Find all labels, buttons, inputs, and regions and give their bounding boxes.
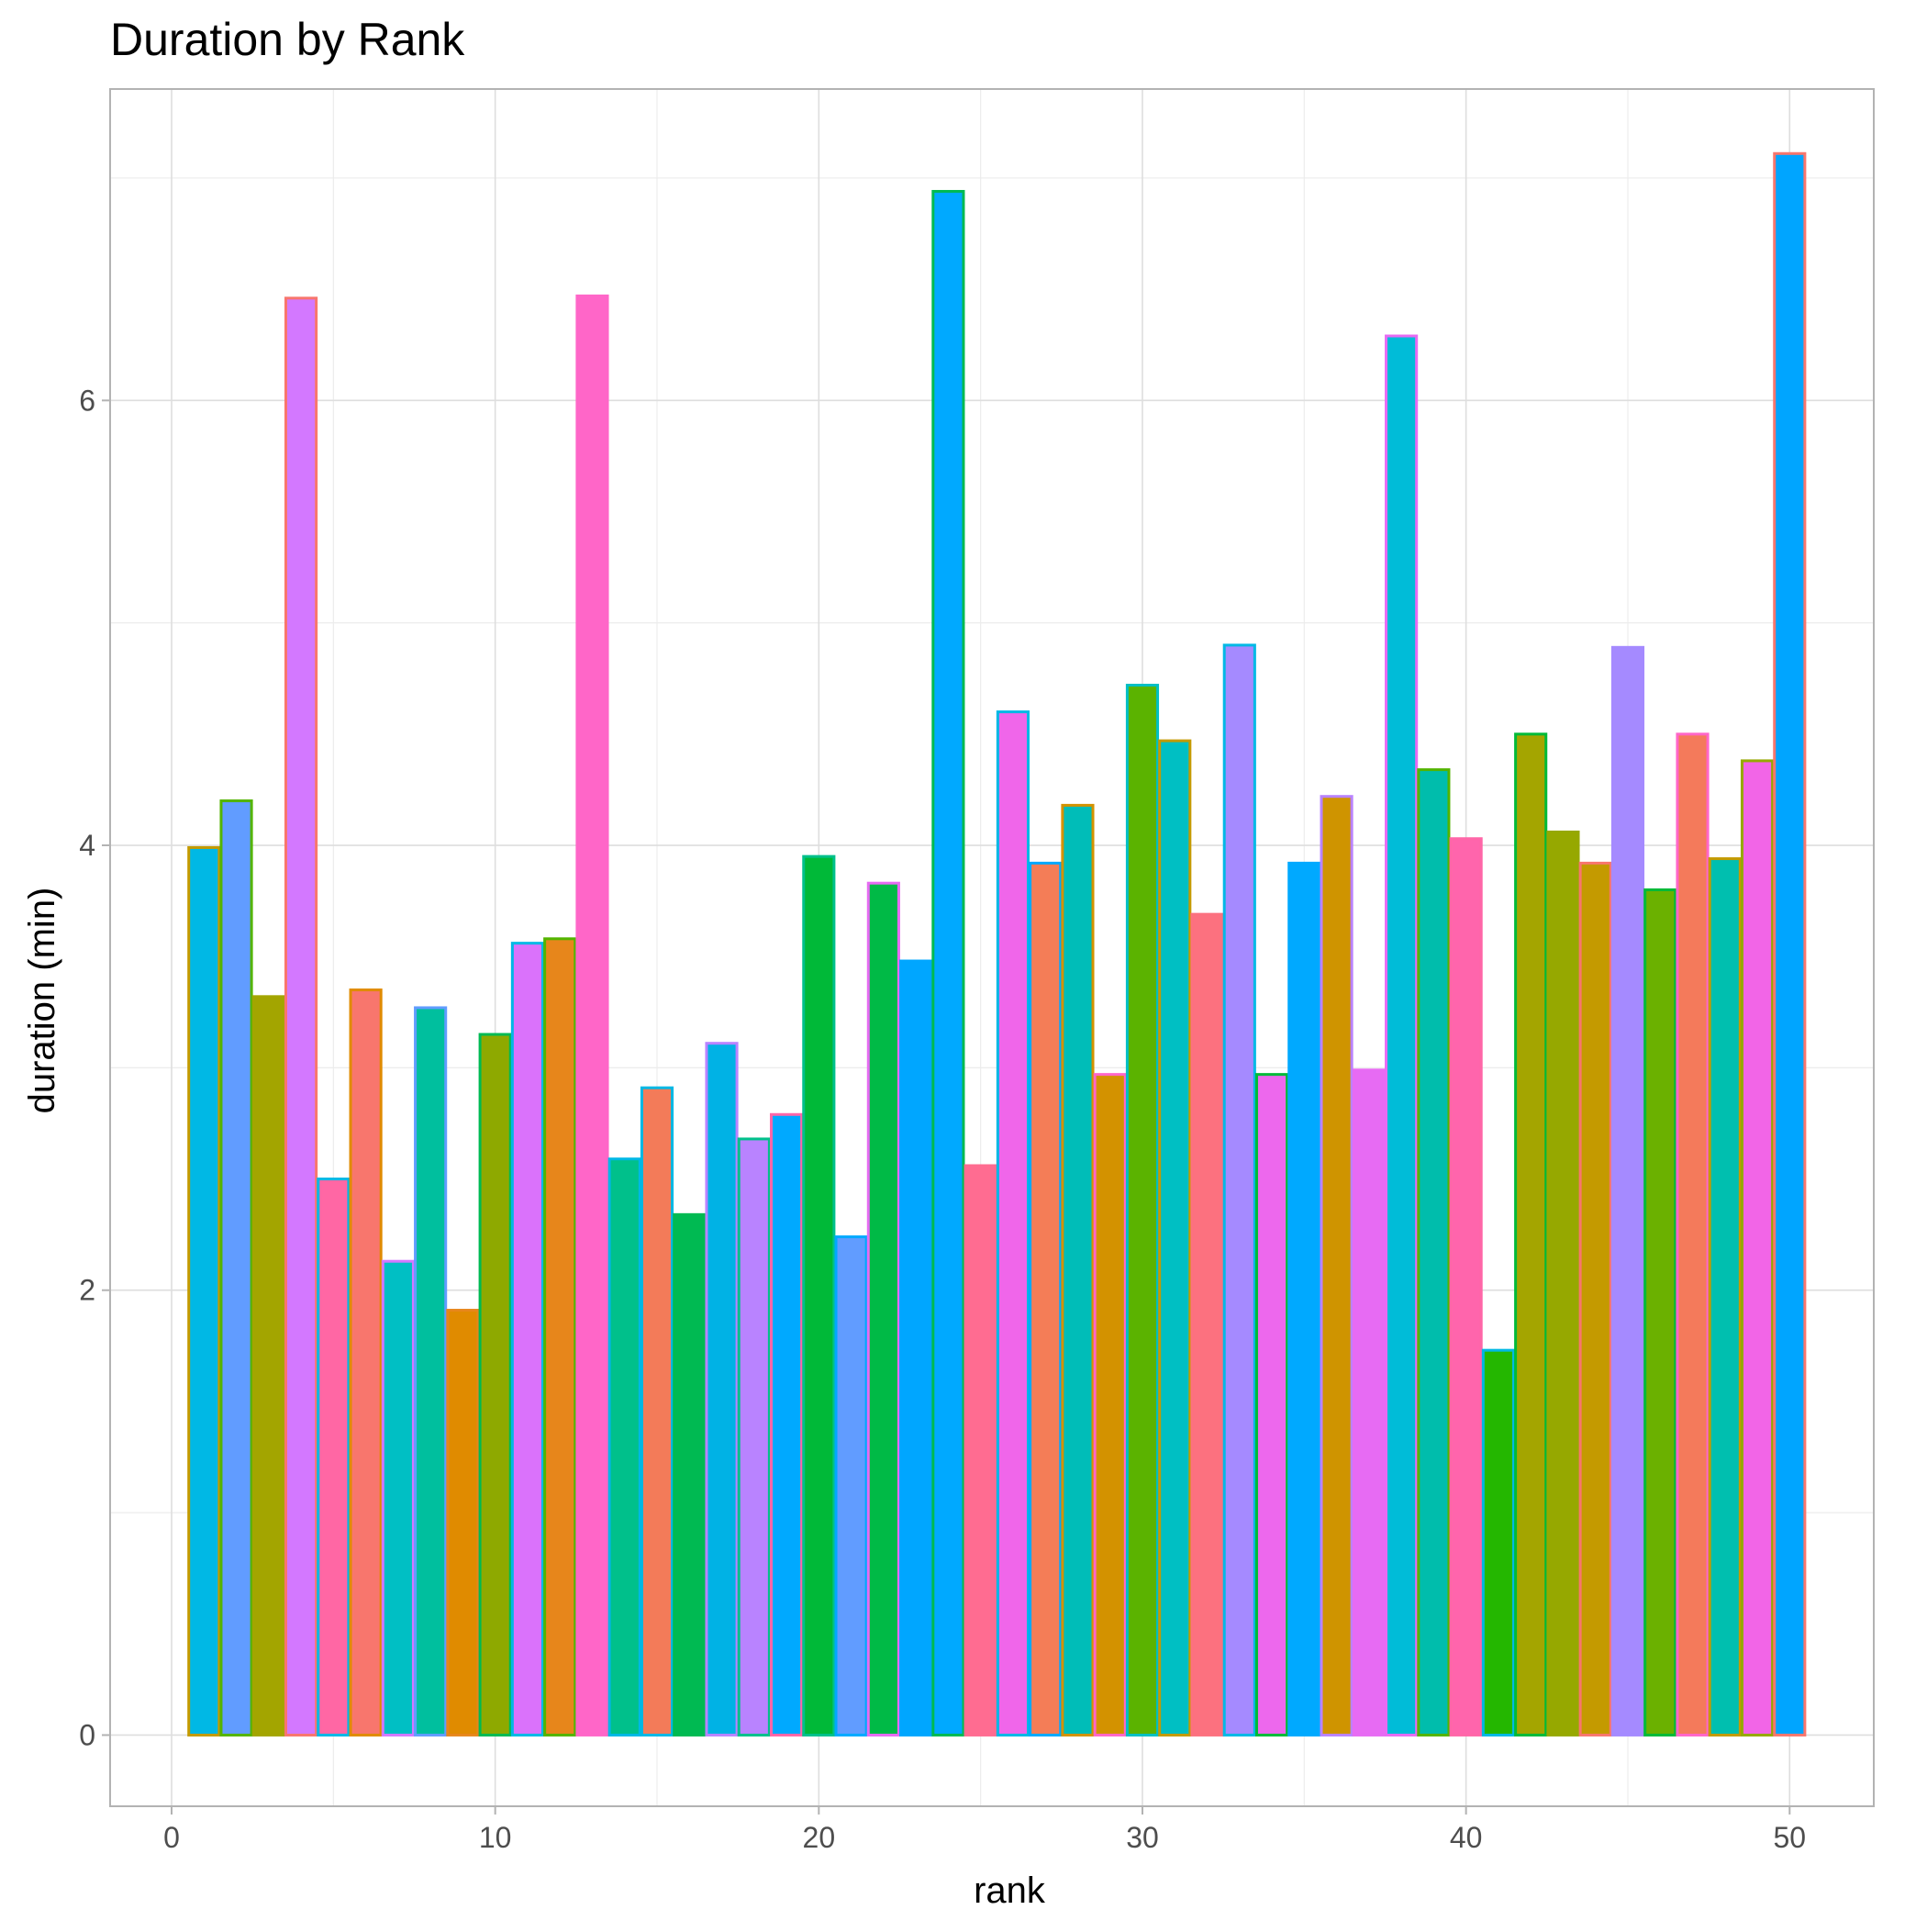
bar-rank-25 (964, 1164, 997, 1737)
chart-title: Duration by Rank (110, 14, 465, 65)
bar-rank-46 (1643, 888, 1677, 1737)
bar-rank-40 (1449, 837, 1483, 1737)
bar-rank-16 (673, 1212, 707, 1737)
bar-rank-49 (1740, 759, 1775, 1737)
bar-rank-30 (1125, 684, 1160, 1737)
bar-rank-29 (1093, 1073, 1127, 1737)
bar-rank-3 (251, 995, 285, 1737)
x-tick-label: 20 (803, 1821, 836, 1854)
bar-rank-26 (996, 710, 1030, 1737)
bar-rank-15 (640, 1086, 674, 1737)
bar-rank-18 (737, 1137, 771, 1737)
bar-rank-8 (414, 1006, 448, 1737)
bar-rank-44 (1578, 861, 1612, 1737)
x-axis: 0 10 20 30 40 50 (163, 1806, 1806, 1854)
bar-rank-31 (1158, 739, 1192, 1737)
bar-rank-28 (1061, 803, 1095, 1737)
bar-rank-21 (834, 1235, 868, 1737)
y-tick-label: 6 (79, 384, 95, 417)
x-tick-label: 30 (1126, 1821, 1159, 1854)
y-tick-label: 4 (79, 829, 95, 862)
bar-rank-50 (1773, 151, 1807, 1737)
bar-rank-11 (510, 942, 545, 1737)
y-axis: 0 2 4 6 (79, 384, 110, 1751)
bar-rank-34 (1254, 1073, 1289, 1737)
bar-rank-6 (349, 988, 383, 1737)
bar-rank-10 (478, 1033, 512, 1737)
bar-rank-13 (575, 294, 609, 1737)
bar-rank-38 (1385, 334, 1419, 1737)
bar-rank-23 (899, 959, 933, 1737)
bars (187, 151, 1807, 1737)
bar-rank-9 (446, 1309, 480, 1737)
panel-border (109, 88, 1875, 1807)
bar-rank-24 (931, 189, 965, 1737)
bar-rank-48 (1708, 857, 1742, 1737)
bar-rank-1 (187, 845, 221, 1737)
x-tick-label: 40 (1450, 1821, 1483, 1854)
bar-rank-47 (1676, 732, 1710, 1737)
bar-rank-12 (543, 937, 577, 1737)
bar-rank-36 (1320, 795, 1353, 1737)
x-tick-label: 50 (1774, 1821, 1807, 1854)
bar-rank-4 (284, 296, 318, 1737)
bar-rank-33 (1222, 643, 1256, 1737)
bar-rank-42 (1514, 732, 1548, 1737)
bar-rank-14 (607, 1157, 641, 1737)
bar-rank-41 (1481, 1348, 1515, 1737)
bar-rank-35 (1287, 861, 1321, 1737)
x-tick-label: 0 (163, 1821, 180, 1854)
bar-rank-27 (1029, 861, 1063, 1737)
y-tick-label: 2 (79, 1274, 95, 1307)
bar-rank-5 (317, 1178, 351, 1737)
bar-rank-43 (1546, 830, 1580, 1737)
y-tick-label: 0 (79, 1718, 95, 1751)
bar-rank-20 (802, 854, 836, 1737)
bar-rank-17 (705, 1042, 739, 1737)
bar-rank-2 (219, 799, 253, 1737)
x-axis-title: rank (974, 1871, 1046, 1911)
bar-rank-37 (1352, 1068, 1386, 1737)
bar-rank-22 (866, 881, 900, 1737)
bar-rank-32 (1190, 912, 1224, 1737)
x-tick-label: 10 (479, 1821, 512, 1854)
y-axis-title: duration (min) (22, 888, 62, 1114)
bar-rank-19 (769, 1112, 804, 1737)
bar-rank-39 (1417, 768, 1451, 1737)
bar-rank-45 (1610, 645, 1645, 1737)
bar-rank-7 (381, 1259, 415, 1737)
